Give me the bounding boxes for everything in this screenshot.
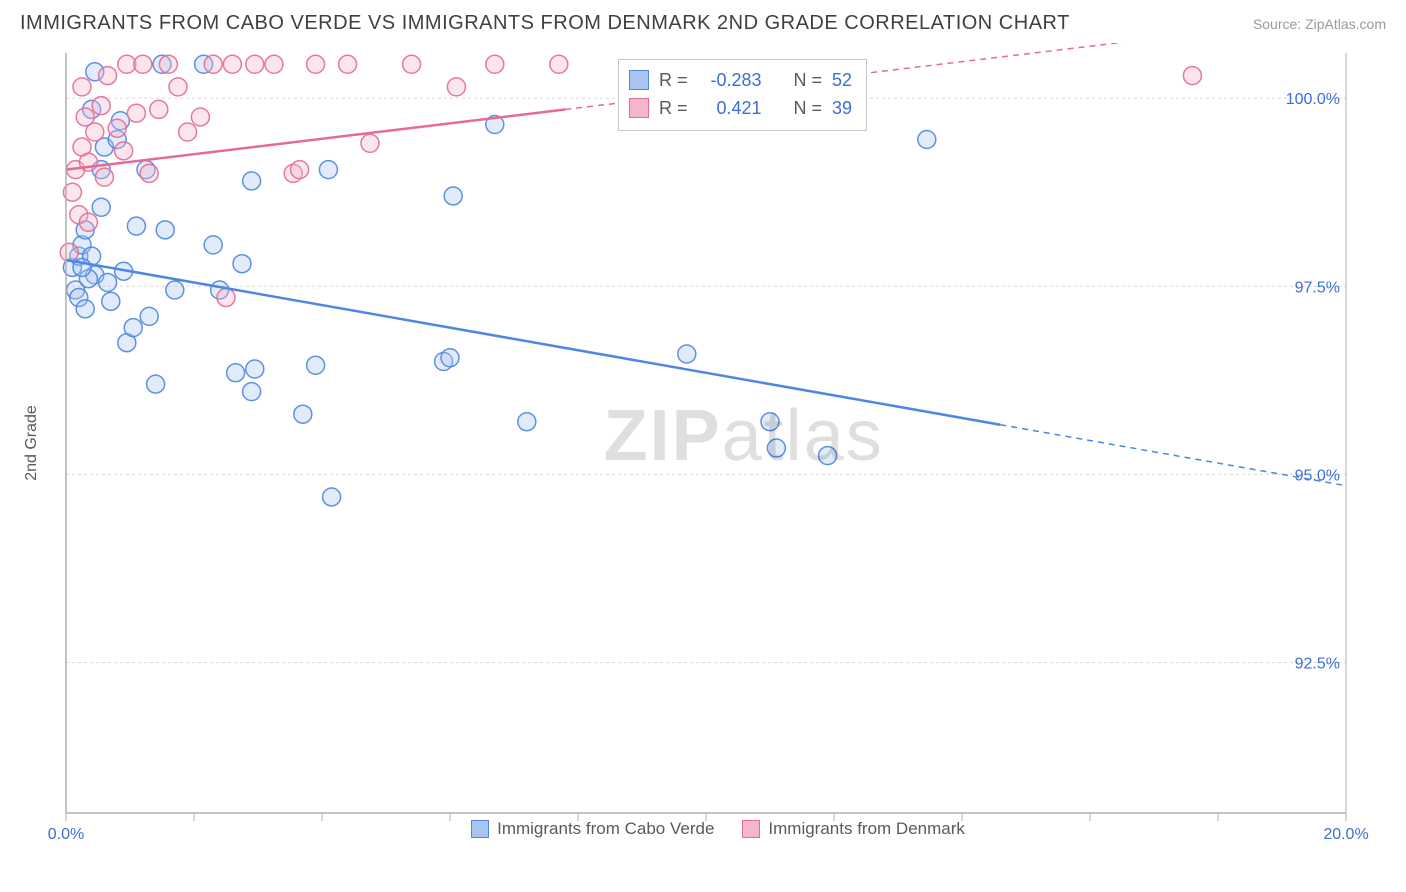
legend-label-denmark: Immigrants from Denmark bbox=[768, 819, 964, 839]
stat-row-cabo_verde: R = -0.283 N = 52 bbox=[629, 66, 852, 94]
bottom-legend: Immigrants from Cabo Verde Immigrants fr… bbox=[48, 819, 1388, 839]
stat-r-value-cabo_verde: -0.283 bbox=[698, 66, 762, 94]
stat-r-label: R = bbox=[659, 66, 688, 94]
svg-text:97.5%: 97.5% bbox=[1295, 279, 1340, 296]
stat-swatch-denmark bbox=[629, 98, 649, 118]
stat-row-denmark: R = 0.421 N = 39 bbox=[629, 94, 852, 122]
correlation-stats-box: R = -0.283 N = 52 R = 0.421 N = 39 bbox=[618, 59, 867, 131]
legend-item-cabo-verde: Immigrants from Cabo Verde bbox=[471, 819, 714, 839]
stat-n-value-cabo_verde: 52 bbox=[832, 66, 852, 94]
svg-text:92.5%: 92.5% bbox=[1295, 656, 1340, 673]
legend-swatch-cabo-verde bbox=[471, 820, 489, 838]
svg-text:95.0%: 95.0% bbox=[1295, 467, 1340, 484]
svg-text:100.0%: 100.0% bbox=[1286, 91, 1340, 108]
source-prefix: Source: bbox=[1253, 16, 1305, 32]
stat-n-label: N = bbox=[794, 94, 823, 122]
plot-area: 2nd Grade 92.5%95.0%97.5%100.0%0.0%20.0%… bbox=[48, 43, 1388, 843]
legend-swatch-denmark bbox=[742, 820, 760, 838]
legend-item-denmark: Immigrants from Denmark bbox=[742, 819, 964, 839]
source-attribution: Source: ZipAtlas.com bbox=[1253, 16, 1386, 32]
legend-label-cabo-verde: Immigrants from Cabo Verde bbox=[497, 819, 714, 839]
stat-r-label: R = bbox=[659, 94, 688, 122]
stat-n-value-denmark: 39 bbox=[832, 94, 852, 122]
chart-title: IMMIGRANTS FROM CABO VERDE VS IMMIGRANTS… bbox=[20, 12, 1070, 35]
source-link[interactable]: ZipAtlas.com bbox=[1305, 16, 1386, 32]
y-axis-label: 2nd Grade bbox=[23, 405, 41, 481]
stat-swatch-cabo_verde bbox=[629, 70, 649, 90]
chart-header: IMMIGRANTS FROM CABO VERDE VS IMMIGRANTS… bbox=[0, 0, 1406, 43]
stat-r-value-denmark: 0.421 bbox=[698, 94, 762, 122]
stat-n-label: N = bbox=[794, 66, 823, 94]
chart-svg: 92.5%95.0%97.5%100.0%0.0%20.0% bbox=[48, 43, 1388, 843]
